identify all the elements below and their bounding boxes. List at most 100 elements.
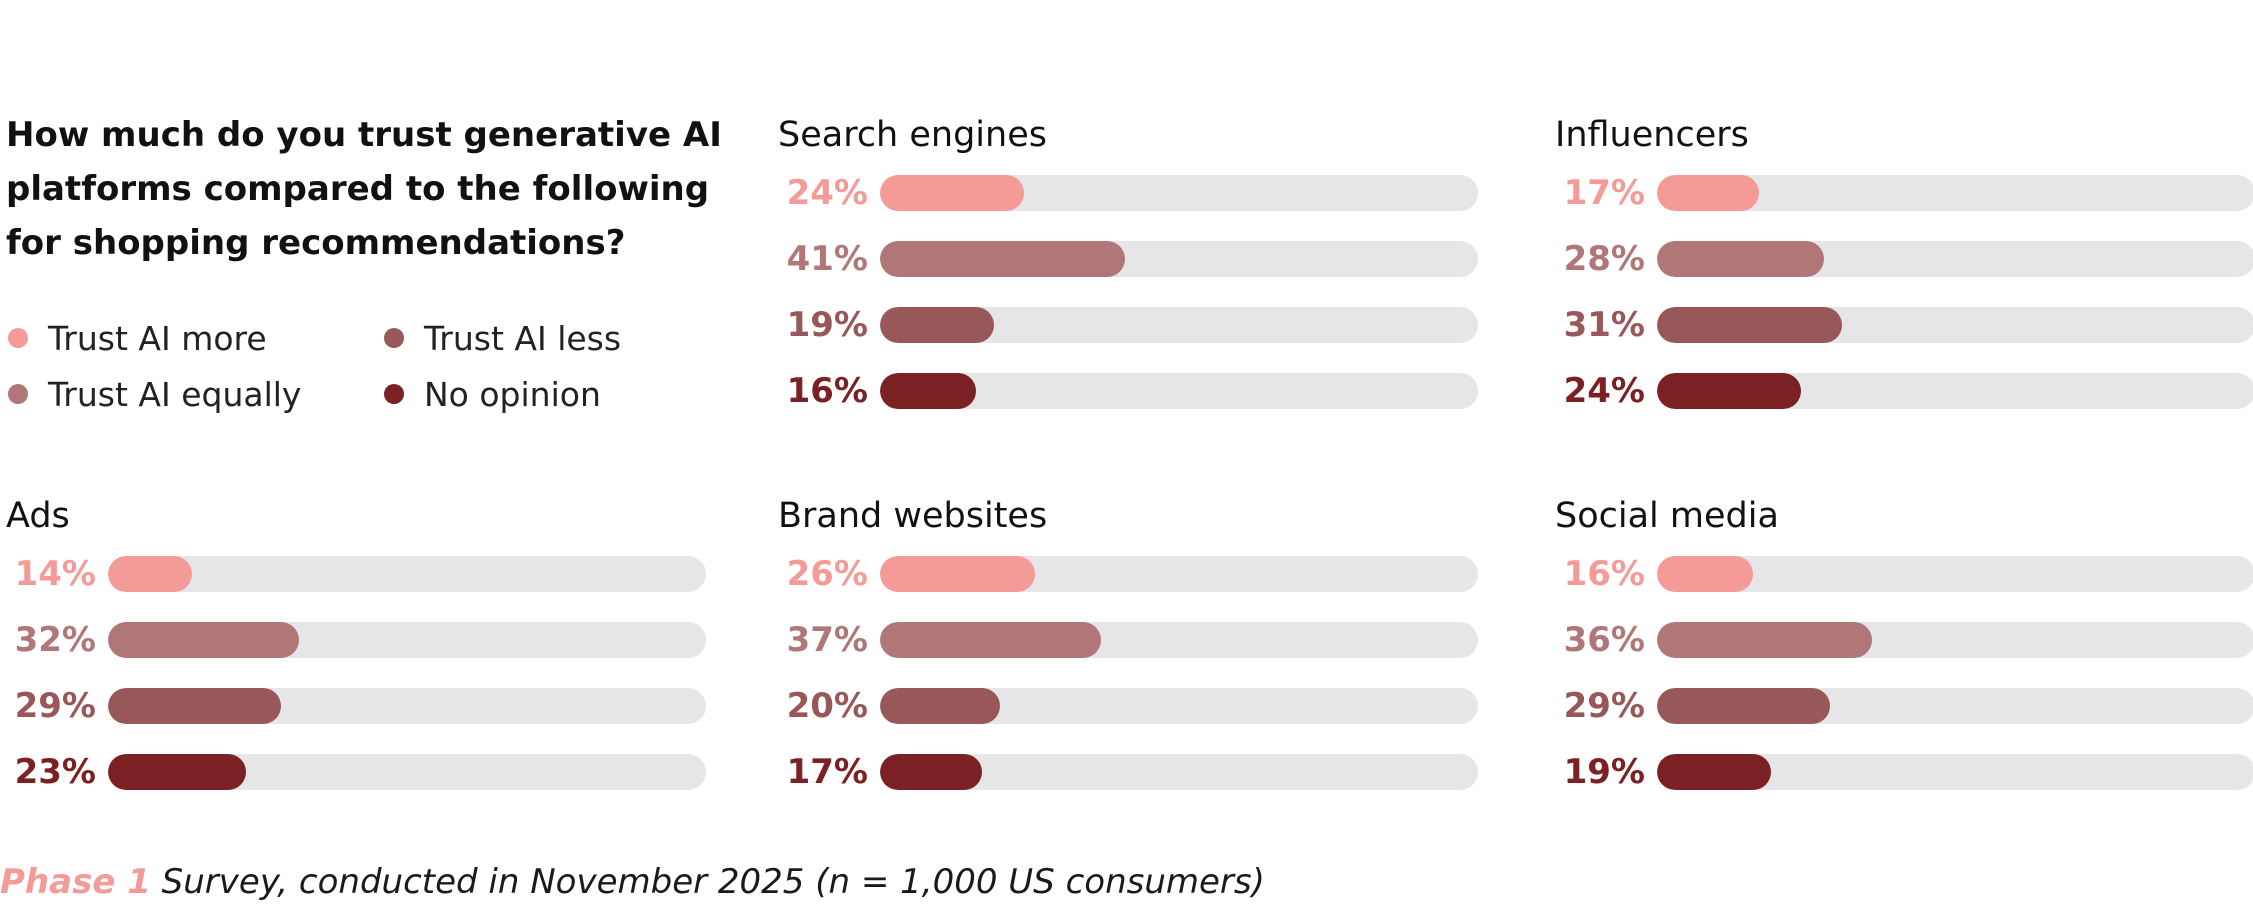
legend-item-no-opinion: No opinion: [382, 374, 601, 414]
bar-row: 23%: [6, 752, 706, 792]
bar-row: 29%: [1555, 686, 2253, 726]
data-label: 36%: [1563, 620, 1645, 660]
bar-row: 24%: [1555, 371, 2253, 411]
bar-track: [880, 307, 1478, 343]
bar-row: 36%: [1555, 620, 2253, 660]
panel-title: Social media: [1555, 496, 1779, 536]
bar: [880, 622, 1101, 658]
bar: [880, 307, 994, 343]
bar: [1657, 241, 1824, 277]
bar-row: 20%: [778, 686, 1478, 726]
bar: [880, 175, 1024, 211]
data-label: 17%: [786, 752, 868, 792]
bar-track: [1657, 688, 2253, 724]
bar-track: [1657, 175, 2253, 211]
bar: [1657, 175, 1759, 211]
bar-track: [1657, 754, 2253, 790]
bar: [1657, 622, 1872, 658]
bar: [108, 688, 281, 724]
data-label: 26%: [786, 554, 868, 594]
data-label: 24%: [786, 173, 868, 213]
bar-row: 41%: [778, 239, 1478, 279]
bar-track: [108, 556, 706, 592]
bar-track: [1657, 622, 2253, 658]
bar-row: 19%: [1555, 752, 2253, 792]
footnote-phase: Phase 1: [0, 862, 151, 902]
bar-track: [880, 175, 1478, 211]
footnote: Phase 1 Survey, conducted in November 20…: [0, 858, 1265, 906]
bar-row: 16%: [1555, 554, 2253, 594]
bar-track: [880, 622, 1478, 658]
bar: [1657, 373, 1801, 409]
bar-track: [880, 754, 1478, 790]
bar-row: 29%: [6, 686, 706, 726]
bar-track: [880, 556, 1478, 592]
data-label: 24%: [1563, 371, 1645, 411]
data-label: 19%: [1563, 752, 1645, 792]
legend-swatch: [8, 384, 28, 404]
panel-title: Search engines: [778, 115, 1047, 155]
panel-brand-websites: Brand websites 26% 37% 20% 17%: [778, 494, 1478, 814]
bar-row: 24%: [778, 173, 1478, 213]
data-label: 17%: [1563, 173, 1645, 213]
legend-swatch: [384, 328, 404, 348]
bar: [1657, 556, 1753, 592]
legend-label: No opinion: [424, 374, 601, 414]
data-label: 16%: [1563, 554, 1645, 594]
bar-track: [1657, 241, 2253, 277]
legend-swatch: [384, 384, 404, 404]
legend-label: Trust AI equally: [48, 374, 302, 414]
panel-title: Ads: [6, 496, 70, 536]
bar-row: 31%: [1555, 305, 2253, 345]
bar-track: [108, 754, 706, 790]
bar: [880, 754, 982, 790]
bar: [880, 688, 1000, 724]
panel-title: Brand websites: [778, 496, 1048, 536]
data-label: 19%: [786, 305, 868, 345]
bar-track: [880, 373, 1478, 409]
data-label: 29%: [1563, 686, 1645, 726]
panel-influencers: Influencers 17% 28% 31% 24%: [1555, 113, 2253, 433]
bar: [108, 622, 299, 658]
bar-row: 26%: [778, 554, 1478, 594]
bar: [108, 556, 192, 592]
panel-social-media: Social media 16% 36% 29% 19%: [1555, 494, 2253, 814]
bar-row: 19%: [778, 305, 1478, 345]
bar: [108, 754, 246, 790]
bar-track: [1657, 556, 2253, 592]
legend-label: Trust AI more: [48, 318, 267, 358]
data-label: 41%: [786, 239, 868, 279]
data-label: 16%: [786, 371, 868, 411]
bar: [880, 373, 976, 409]
legend: Trust AI more Trust AI equally Trust AI …: [6, 318, 706, 438]
panel-ads: Ads 14% 32% 29% 23%: [6, 494, 706, 814]
bar-row: 32%: [6, 620, 706, 660]
data-label: 37%: [786, 620, 868, 660]
bar-track: [108, 688, 706, 724]
data-label: 14%: [14, 554, 96, 594]
bar: [1657, 688, 1830, 724]
bar: [1657, 754, 1771, 790]
legend-swatch: [8, 328, 28, 348]
panel-title: Influencers: [1555, 115, 1749, 155]
data-label: 32%: [14, 620, 96, 660]
chart-question: How much do you trust generative AI plat…: [6, 115, 722, 263]
bar: [1657, 307, 1842, 343]
legend-item-trust-ai-less: Trust AI less: [382, 318, 621, 358]
bar-row: 16%: [778, 371, 1478, 411]
panel-search-engines: Search engines 24% 41% 19% 16%: [778, 113, 1478, 433]
data-label: 29%: [14, 686, 96, 726]
bar-row: 28%: [1555, 239, 2253, 279]
data-label: 31%: [1563, 305, 1645, 345]
bar-track: [880, 241, 1478, 277]
data-label: 23%: [14, 752, 96, 792]
footnote-text: Survey, conducted in November 2025 (n = …: [150, 862, 1265, 902]
data-label: 20%: [786, 686, 868, 726]
bar-track: [1657, 307, 2253, 343]
legend-label: Trust AI less: [424, 318, 622, 358]
bar-track: [108, 622, 706, 658]
bar: [880, 241, 1125, 277]
bar: [880, 556, 1035, 592]
data-label: 28%: [1563, 239, 1645, 279]
bar-row: 17%: [1555, 173, 2253, 213]
